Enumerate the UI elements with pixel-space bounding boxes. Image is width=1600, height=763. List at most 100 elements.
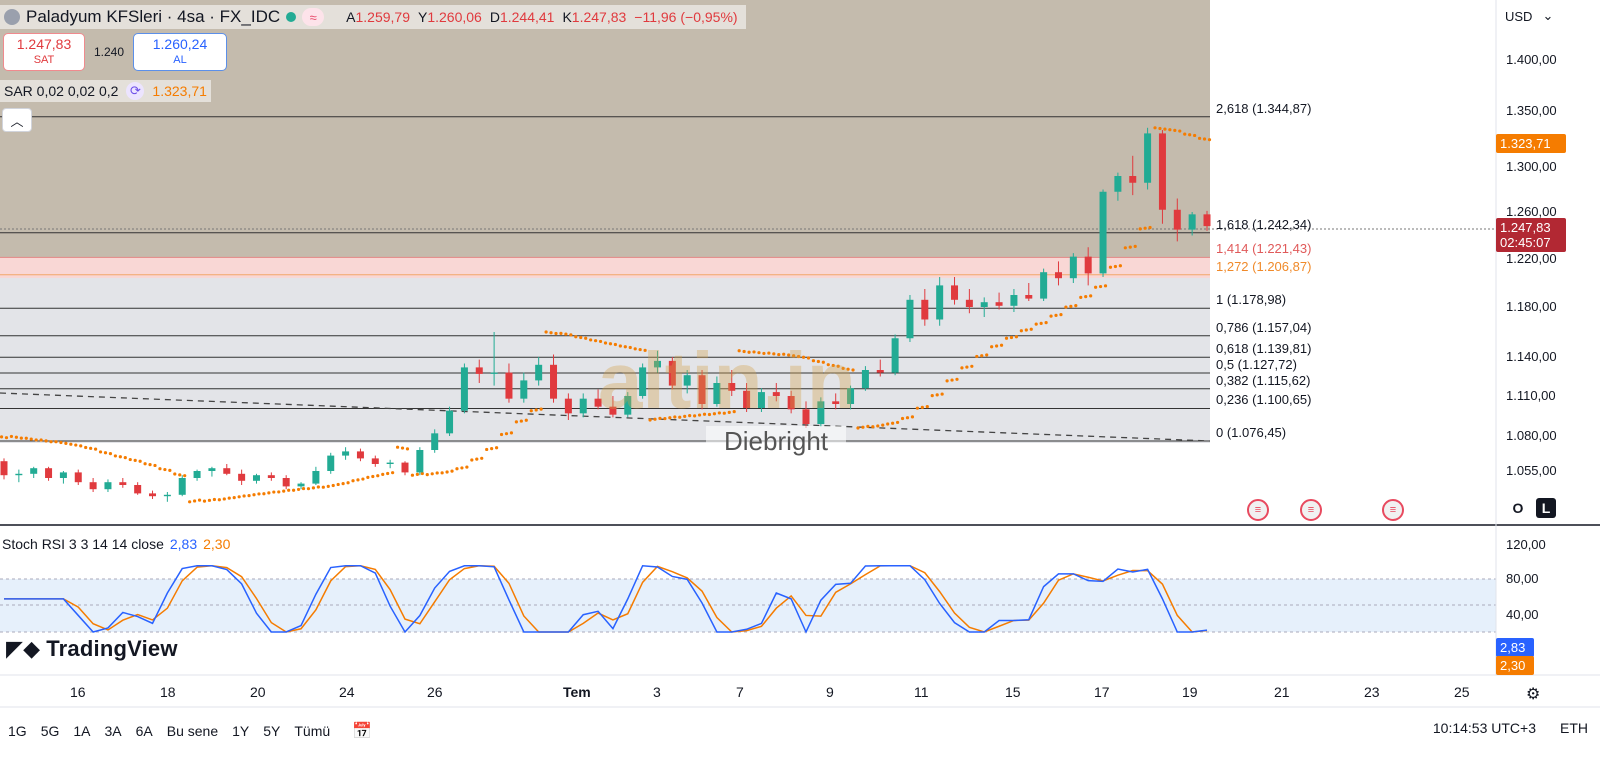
stoch-k-value: 2,83: [169, 536, 198, 552]
sar-dot: [1064, 305, 1068, 309]
range-5y[interactable]: 5Y: [263, 723, 281, 739]
stoch-k-line: [4, 564, 1208, 634]
refresh-icon[interactable]: ⟳: [126, 82, 145, 100]
range-1g[interactable]: 1G: [8, 723, 27, 739]
sar-dot: [113, 454, 117, 458]
sar-dot: [584, 336, 588, 340]
candle-body: [475, 367, 483, 374]
sar-dot: [237, 495, 241, 499]
price-axis-label: 1.055,00: [1506, 463, 1557, 478]
sar-dot: [965, 365, 969, 369]
range-5g[interactable]: 5G: [40, 723, 60, 739]
candle-body: [817, 401, 825, 424]
candle-body: [490, 372, 498, 374]
sar-dot: [752, 350, 756, 354]
sar-dot: [554, 331, 558, 336]
sar-dot: [920, 405, 924, 409]
range-all[interactable]: Tümü: [294, 723, 331, 739]
sar-dot: [272, 490, 276, 494]
sar-dot: [643, 348, 647, 352]
sar-value: 1.323,71: [152, 83, 207, 99]
candle-body: [1025, 295, 1033, 299]
clock[interactable]: 10:14:53 UTC+3: [1432, 720, 1536, 736]
us-event-icon[interactable]: ≡: [1300, 499, 1322, 521]
sar-dot: [232, 496, 236, 500]
tradingview-logo[interactable]: ◤◆ TradingView: [6, 636, 178, 662]
candle-body: [743, 390, 751, 408]
range-3a[interactable]: 3A: [104, 723, 122, 739]
buy-button[interactable]: 1.260,24 AL: [133, 33, 227, 71]
symbol-title[interactable]: Paladyum KFSleri · 4sa · FX_IDC: [26, 7, 281, 26]
scale-log-button[interactable]: L: [1536, 498, 1556, 518]
sar-dot: [792, 354, 796, 358]
sar-dot: [935, 393, 939, 397]
ohlc-open-key: A: [346, 9, 356, 25]
sar-dot: [608, 342, 613, 346]
tradingview-icon: ◤◆: [6, 636, 41, 661]
candle-body: [1158, 133, 1166, 210]
range-1a[interactable]: 1A: [73, 723, 91, 739]
sar-dot: [866, 424, 870, 428]
time-axis-label: Tem: [563, 684, 591, 700]
sar-dot: [871, 425, 875, 429]
candle-body: [965, 299, 973, 307]
sar-dot: [54, 440, 58, 444]
range-1y[interactable]: 1Y: [232, 723, 250, 739]
sar-dot: [623, 345, 627, 349]
sar-dot: [44, 439, 48, 443]
range-ytd[interactable]: Bu sene: [166, 723, 219, 739]
price-axis-label: 1.400,00: [1506, 52, 1557, 67]
candles: [0, 127, 1211, 502]
sar-dot: [1163, 127, 1167, 131]
settings-icon[interactable]: ⚙: [1526, 686, 1541, 703]
sar-dot: [24, 436, 28, 440]
sar-dot: [93, 447, 98, 451]
ohlc-close: 1.247,83: [571, 9, 627, 25]
sar-dot: [178, 473, 182, 477]
time-axis-label: 25: [1454, 684, 1470, 700]
candle-body: [312, 471, 320, 484]
sar-dot: [693, 414, 697, 418]
session-button[interactable]: ETH: [1560, 720, 1588, 736]
sar-dot: [480, 456, 484, 460]
sar-dot: [435, 471, 439, 475]
candle-body: [193, 471, 201, 478]
currency-select[interactable]: USD ⌄: [1497, 4, 1567, 28]
candle-body: [995, 302, 1003, 306]
scale-o-button[interactable]: O: [1512, 500, 1524, 516]
sar-dot: [282, 489, 286, 493]
sell-button[interactable]: 1.247,83 SAT: [3, 33, 85, 71]
candle-body: [936, 285, 944, 320]
sar-dot: [14, 435, 18, 439]
sell-price: 1.247,83: [16, 36, 72, 52]
us-event-icon[interactable]: ≡: [1247, 499, 1269, 521]
sar-dot: [217, 498, 221, 502]
sar-dot: [816, 359, 820, 364]
sar-legend[interactable]: SAR 0,02 0,02 0,2 ⟳ 1.323,71: [0, 80, 211, 102]
sar-dot: [1108, 265, 1113, 269]
sar-dot: [900, 416, 905, 421]
us-event-icon[interactable]: ≡: [1382, 499, 1404, 521]
sar-dot: [257, 492, 261, 496]
collapse-legend-button[interactable]: ︿: [2, 108, 32, 132]
sell-label: SAT: [33, 54, 55, 66]
sar-dot: [757, 351, 761, 355]
trade-panel: 1.247,83 SAT 1.240 1.260,24 AL: [3, 33, 227, 71]
stoch-legend[interactable]: Stoch RSI 3 3 14 14 close 2,83 2,30: [2, 536, 230, 552]
sar-dot: [945, 379, 949, 383]
candle-body: [178, 478, 186, 495]
sar-dot: [801, 355, 806, 359]
sar-dot: [806, 356, 811, 360]
candle-body: [134, 485, 142, 494]
date-range-icon[interactable]: 📅: [352, 723, 373, 740]
time-axis-label: 9: [826, 684, 834, 700]
sar-dot: [183, 474, 187, 478]
time-axis-label: 11: [914, 684, 929, 700]
sar-dot: [1197, 136, 1202, 140]
range-6a[interactable]: 6A: [135, 723, 153, 739]
sar-dot: [49, 440, 53, 444]
sar-dot: [579, 335, 583, 340]
wave-icon[interactable]: ≈: [302, 8, 325, 26]
sar-dot: [970, 364, 974, 368]
